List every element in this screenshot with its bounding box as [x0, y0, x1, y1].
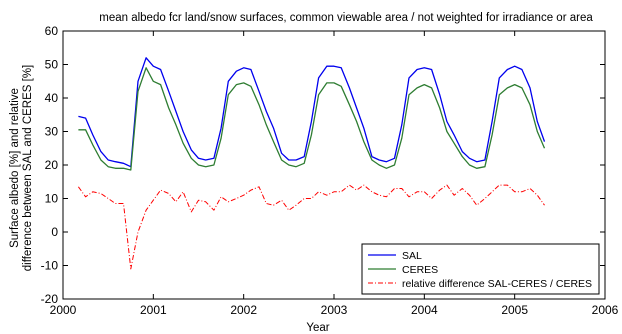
legend-label-ceres: CERES	[402, 264, 438, 276]
y-tick-label: 30	[45, 125, 59, 139]
chart-title: mean albedo fcr land/snow surfaces, comm…	[99, 12, 593, 24]
y-tick-label: 60	[45, 24, 59, 38]
series-layer	[77, 57, 546, 270]
y-tick-label: -20	[41, 292, 59, 306]
x-tick-label: 2006	[592, 303, 619, 317]
x-tick-label: 2005	[501, 303, 528, 317]
legend-label-sal: SAL	[402, 250, 422, 262]
y-axis-title-line-1: Surface albedo [%] and relative	[9, 88, 21, 248]
series-line-ceres	[78, 67, 546, 171]
legend-box	[361, 243, 600, 295]
x-tick-label: 2002	[230, 303, 257, 317]
x-tick-label: 2001	[140, 303, 167, 317]
x-tick-label: 2004	[411, 303, 438, 317]
y-tick-label: 20	[45, 158, 59, 172]
legend-label-relative-difference: relative difference SAL-CERES / CERES	[402, 278, 592, 290]
axis-ticks: 2000 2001 2002 2003 2004 2005 2006 -20 -10 0 10 20 3…	[41, 24, 619, 317]
y-tick-label: 40	[45, 91, 59, 105]
y-tick-label: 10	[45, 192, 59, 206]
x-tick-label: 2003	[321, 303, 348, 317]
y-axis-title-line-2: difference between SAL and CERES [%]	[22, 65, 34, 271]
y-tick-label: 0	[51, 225, 58, 239]
y-tick-label: -10	[41, 259, 59, 273]
x-tick-label: 2000	[50, 303, 77, 317]
legend: SAL CERES relative difference SAL-CERES …	[361, 243, 600, 295]
x-axis-title: Year	[306, 322, 329, 334]
y-tick-label: 50	[45, 58, 59, 72]
series-line-sal	[78, 57, 546, 168]
